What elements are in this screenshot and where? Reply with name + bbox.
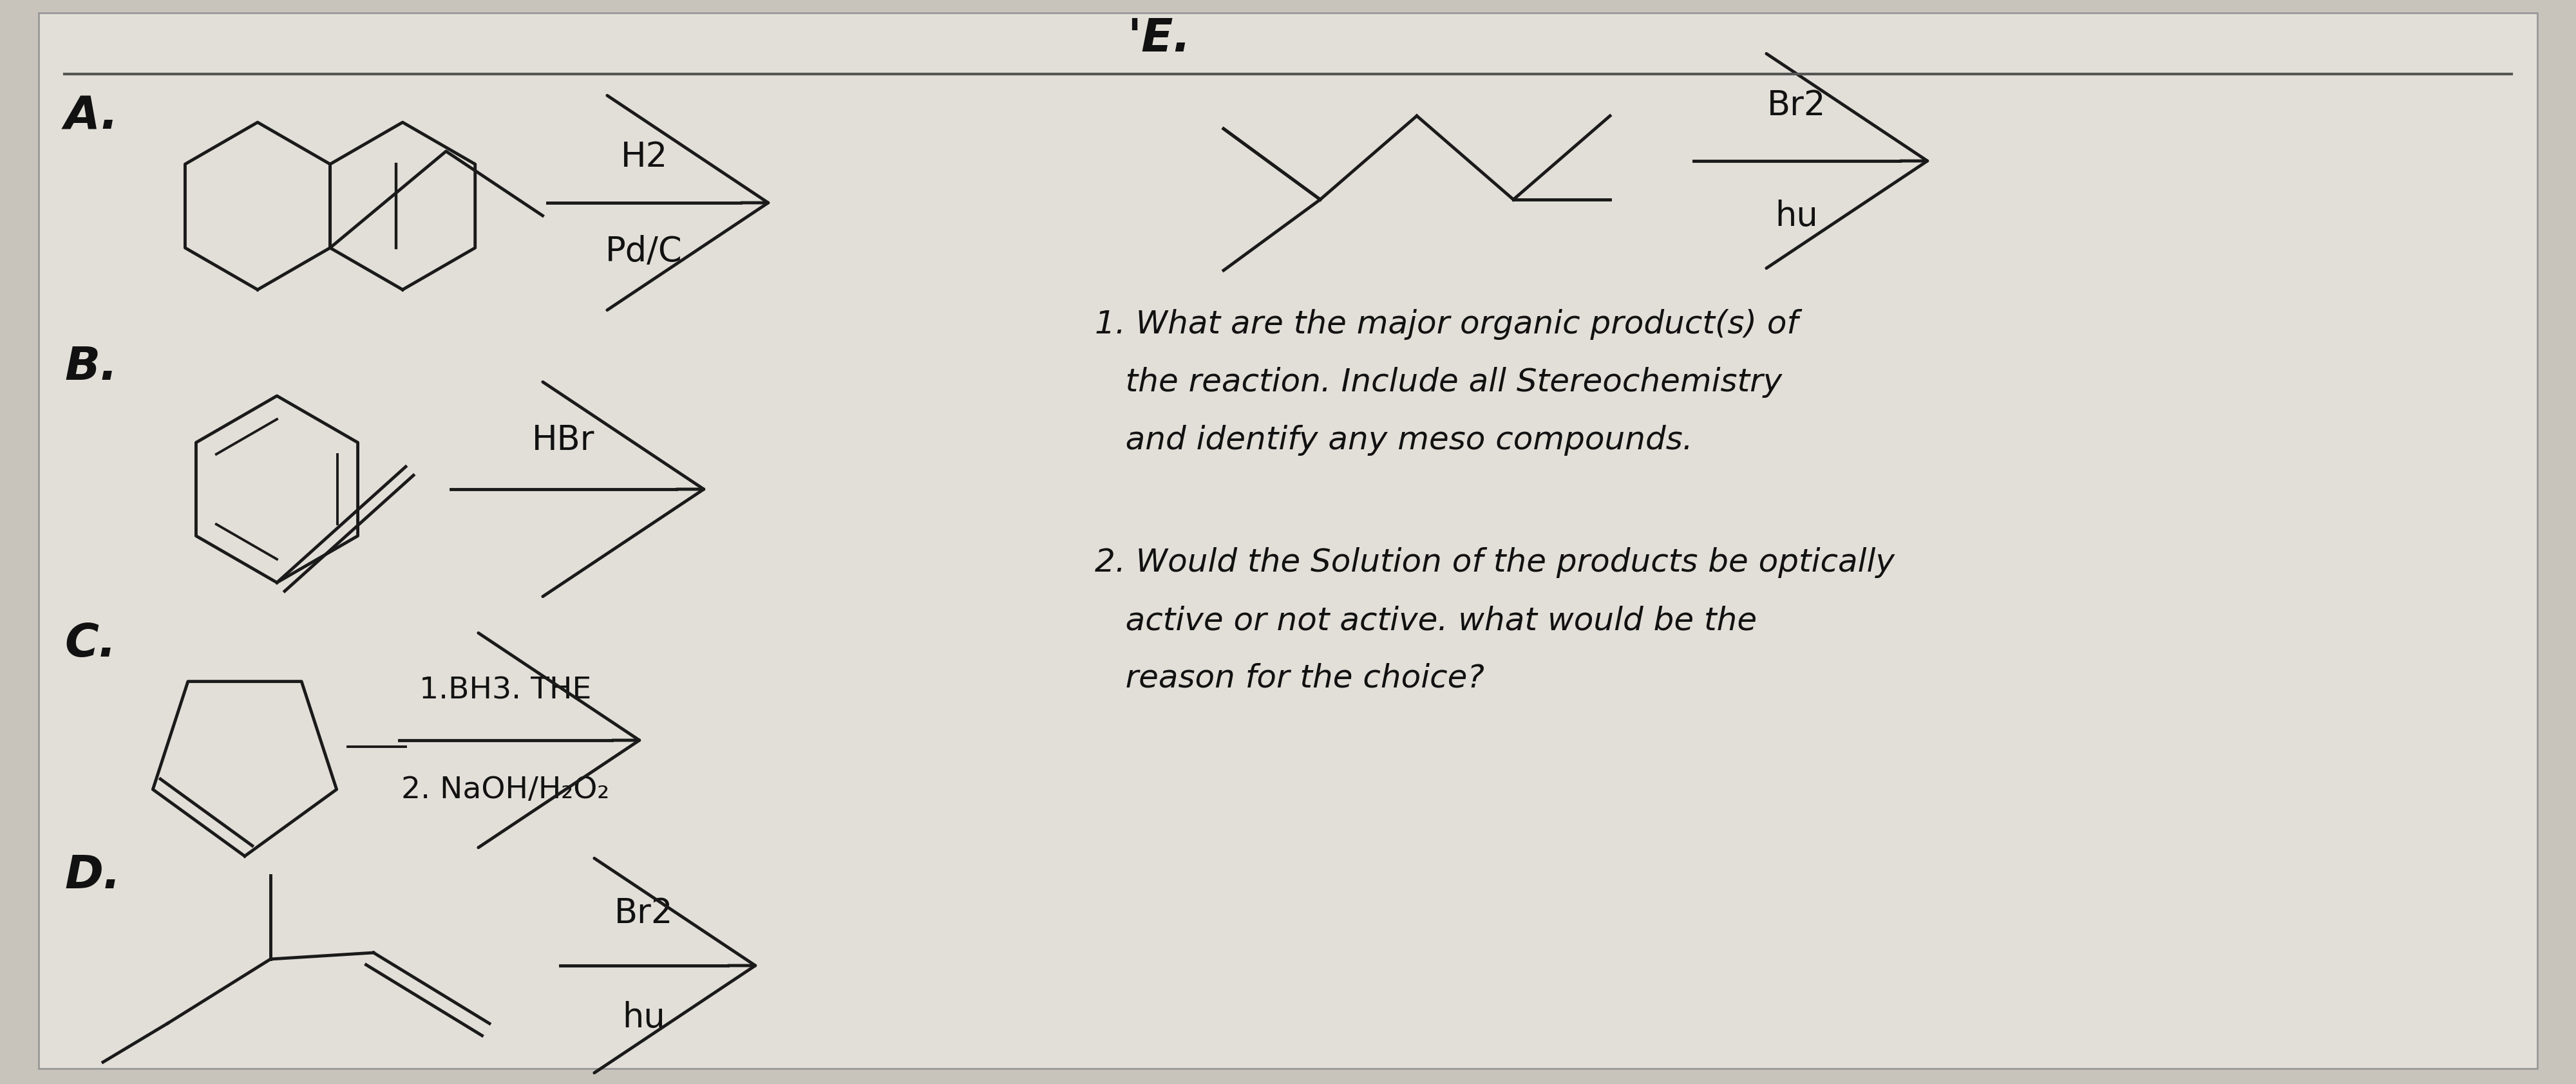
Text: active or not active. what would be the: active or not active. what would be the — [1095, 605, 1757, 636]
Text: hu: hu — [623, 1001, 665, 1034]
Text: 1. What are the major organic product(s) of: 1. What are the major organic product(s)… — [1095, 309, 1798, 340]
Text: 'E.: 'E. — [1128, 16, 1190, 61]
Text: Br2: Br2 — [616, 896, 672, 930]
Text: reason for the choice?: reason for the choice? — [1095, 663, 1484, 694]
Text: the reaction. Include all Stereochemistry: the reaction. Include all Stereochemistr… — [1095, 366, 1783, 398]
Text: Br2: Br2 — [1767, 89, 1826, 122]
Text: 2. NaOH/H₂O₂: 2. NaOH/H₂O₂ — [402, 776, 611, 804]
Text: D.: D. — [64, 853, 121, 898]
FancyBboxPatch shape — [39, 13, 2537, 1069]
Text: 1.BH3. THE: 1.BH3. THE — [420, 676, 592, 705]
Text: hu: hu — [1775, 199, 1819, 233]
Text: and identify any meso compounds.: and identify any meso compounds. — [1095, 425, 1692, 455]
Text: Pd/C: Pd/C — [605, 235, 683, 269]
Text: B.: B. — [64, 345, 118, 389]
Text: A.: A. — [64, 94, 118, 139]
Text: HBr: HBr — [533, 424, 595, 457]
Text: 2. Would the Solution of the products be optically: 2. Would the Solution of the products be… — [1095, 547, 1896, 578]
Text: H2: H2 — [621, 140, 667, 173]
Text: C.: C. — [64, 622, 116, 667]
